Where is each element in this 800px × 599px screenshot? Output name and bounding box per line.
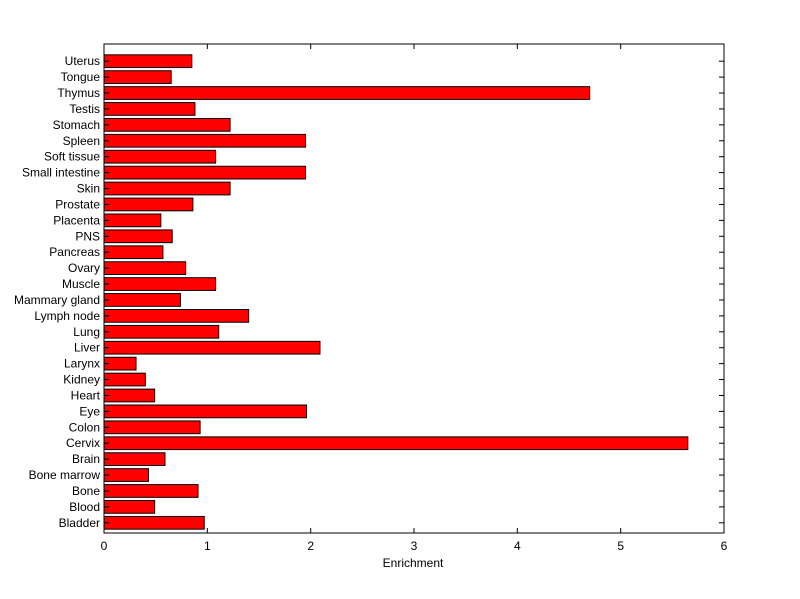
y-tick-group: Uterus Tongue Thymus Testis Stomach Spleen Sof… xyxy=(14,54,724,530)
y-tick-label: PNS xyxy=(75,229,100,243)
bar-testis xyxy=(103,102,196,116)
bar-pancreas xyxy=(103,245,164,260)
bar-mammary-gland xyxy=(103,293,181,307)
bar-brain xyxy=(103,452,166,466)
y-tick-label: Muscle xyxy=(62,277,100,291)
x-axis-label: Enrichment xyxy=(383,556,444,570)
bar-small-intestine xyxy=(103,165,306,180)
bar-placenta xyxy=(103,213,162,228)
bar-prostate xyxy=(103,197,194,212)
y-tick-label: Bone marrow xyxy=(29,468,101,482)
bar-colon xyxy=(103,420,201,435)
y-tick-label: Bladder xyxy=(59,516,100,530)
bar-soft-tissue xyxy=(103,149,217,164)
y-tick-label: Heart xyxy=(71,388,101,402)
y-tick-label: Uterus xyxy=(65,54,100,68)
bar-eye xyxy=(103,404,308,419)
y-tick-label: Tongue xyxy=(61,70,101,84)
x-tick-label: 1 xyxy=(204,539,211,553)
bar-thymus xyxy=(103,86,591,100)
y-tick-label: Lymph node xyxy=(34,309,100,323)
y-tick-label: Spleen xyxy=(63,134,100,148)
bar-heart xyxy=(103,388,156,403)
x-tick-group: 0 1 2 3 4 5 6 xyxy=(101,44,728,553)
y-tick-label: Pancreas xyxy=(49,245,100,259)
y-tick-label: Soft tissue xyxy=(44,150,100,164)
bar-muscle xyxy=(103,277,217,291)
y-tick-label: Placenta xyxy=(53,213,100,227)
bar-blood xyxy=(103,500,156,514)
y-tick-label: Thymus xyxy=(57,86,100,100)
y-tick-label: Cervix xyxy=(66,436,100,450)
y-tick-label: Larynx xyxy=(64,357,100,371)
y-tick-label: Skin xyxy=(77,182,100,196)
y-tick-label: Ovary xyxy=(68,261,100,275)
bar-skin xyxy=(103,181,231,196)
x-tick-label: 4 xyxy=(514,539,521,553)
y-tick-label: Brain xyxy=(72,452,100,466)
bar-bone xyxy=(103,484,199,498)
y-tick-label: Bone xyxy=(72,484,100,498)
bar-lymph-node xyxy=(103,309,250,323)
bar-lung xyxy=(103,324,220,339)
bar-stomach xyxy=(103,118,231,132)
plot-area-frame xyxy=(103,43,725,534)
x-tick-label: 5 xyxy=(617,539,624,553)
y-tick-label: Lung xyxy=(73,325,100,339)
x-tick-label: 6 xyxy=(721,539,728,553)
y-tick-label: Mammary gland xyxy=(14,293,100,307)
y-tick-label: Liver xyxy=(74,341,100,355)
y-tick-label: Kidney xyxy=(63,373,100,387)
bar-tongue xyxy=(103,70,172,84)
bar-bone-marrow xyxy=(103,468,149,482)
y-tick-label: Prostate xyxy=(55,197,100,211)
x-tick-label: 3 xyxy=(411,539,418,553)
bar-liver xyxy=(103,340,321,355)
y-tick-label: Stomach xyxy=(53,118,100,132)
bar-uterus xyxy=(103,54,193,69)
bar-cervix xyxy=(103,436,689,451)
x-tick-label: 2 xyxy=(307,539,314,553)
y-tick-label: Eye xyxy=(79,404,100,418)
y-tick-label: Testis xyxy=(69,102,100,116)
x-tick-label: 0 xyxy=(101,539,108,553)
bar-spleen xyxy=(103,133,306,148)
bar-kidney xyxy=(103,372,146,387)
bar-pns xyxy=(103,229,173,244)
bar-ovary xyxy=(103,261,187,275)
y-tick-label: Blood xyxy=(69,500,100,514)
bar-bladder xyxy=(103,515,205,530)
y-tick-label: Colon xyxy=(69,420,100,434)
y-tick-label: Small intestine xyxy=(22,166,100,180)
